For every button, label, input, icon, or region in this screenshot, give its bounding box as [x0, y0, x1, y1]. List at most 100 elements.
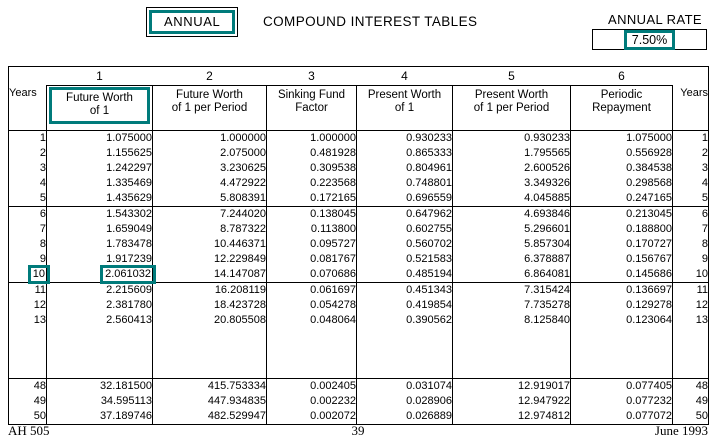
year-cell-left: 7	[39, 223, 46, 235]
highlighted-column-header-name: Future Worth of 1	[49, 87, 150, 124]
value-cell: 0.028906	[356, 394, 453, 409]
year-cell-left: 1	[39, 132, 46, 144]
value-cell: 0.481928	[266, 146, 357, 161]
value-cell: 2.075000	[152, 146, 267, 161]
highlighted-year: 10	[27, 265, 50, 284]
value-cell: 1.000000	[266, 130, 357, 146]
value-cell: 0.485194	[356, 267, 453, 283]
year-cell-left: 2	[39, 147, 46, 159]
value-cell: 0.170727	[570, 237, 673, 252]
table-row-year-5: 5 1.435629 5.808391 0.172165 0.696559 4.04588…	[9, 191, 709, 207]
value-cell: 2.381780	[46, 298, 153, 313]
value-cell: 14.147087	[152, 267, 267, 283]
value-cell: 12.229849	[152, 252, 267, 267]
value-cell: 0.556928	[570, 146, 673, 161]
value-cell: 7.735278	[452, 298, 571, 313]
year-cell-left: 5	[39, 192, 46, 204]
column-header-3: Sinking Fund Factor	[266, 85, 357, 131]
table-row-year-11: 11 2.215609 16.208119 0.061697 0.451343 7.315…	[8, 282, 709, 298]
annual-rate-label: ANNUAL RATE	[608, 12, 702, 27]
value-cell: 6.378887	[452, 252, 571, 267]
value-cell: 0.298568	[570, 176, 673, 191]
value-cell: 0.002072	[266, 409, 357, 425]
year-cell-right: 6	[672, 206, 709, 222]
value-cell: 20.805508	[152, 313, 267, 328]
year-cell-right: 4	[672, 176, 709, 191]
column-header-name: Present Worth of 1 per Period	[473, 89, 550, 114]
value-cell: 0.451343	[356, 282, 453, 298]
gap-cell	[672, 328, 709, 379]
year-cell-left: 13	[33, 314, 46, 326]
year-cell-right: 9	[672, 252, 709, 267]
value-cell: 1.000000	[152, 130, 267, 146]
value-cell: 1.543302	[46, 206, 153, 222]
table-row-year-8: 8 1.783478 10.446371 0.095727 0.560702 5.8573…	[9, 237, 709, 252]
year-cell-left: 48	[8, 378, 47, 394]
value-cell: 1.242297	[46, 161, 153, 176]
page-title: COMPOUND INTEREST TABLES	[263, 14, 478, 29]
value-cell: 0.138045	[266, 206, 357, 222]
gap-cell	[266, 328, 357, 379]
value-cell: 8.787322	[152, 222, 267, 237]
value-cell: 0.061697	[266, 282, 357, 298]
value-cell: 5.296601	[452, 222, 571, 237]
year-cell-left: 50	[33, 410, 46, 422]
value-cell: 12.919017	[452, 378, 571, 394]
value-cell: 7.315424	[452, 282, 571, 298]
value-cell: 12.947922	[452, 394, 571, 409]
value-cell: 10.446371	[152, 237, 267, 252]
value-cell: 5.857304	[452, 237, 571, 252]
year-cell-right: 10	[672, 267, 709, 283]
page-number: 39	[351, 423, 365, 438]
year-cell-right: 12	[672, 298, 709, 313]
year-cell-left: 8	[39, 238, 46, 250]
column-numbers-row: 1 2 3 4 5 6	[9, 67, 709, 86]
value-cell: 5.808391	[152, 191, 267, 207]
value-cell: 0.384538	[570, 161, 673, 176]
years-label-right: Years	[672, 85, 709, 131]
gap-cell	[452, 328, 571, 379]
value-cell: 34.595113	[46, 394, 153, 409]
annual-rate-value: 7.50%	[623, 29, 676, 50]
value-cell: 0.602755	[356, 222, 453, 237]
year-cell-right: 5	[672, 191, 709, 207]
value-cell: 0.223568	[266, 176, 357, 191]
table-row-year-49: 49 34.595113 447.934835 0.002232 0.028906 12.…	[9, 394, 709, 409]
year-cell-right: 13	[672, 313, 709, 328]
year-cell-right: 3	[672, 161, 709, 176]
value-cell: 1.155625	[46, 146, 153, 161]
column-header-name: Present Worth of 1	[367, 89, 442, 114]
value-cell: 12.974812	[452, 409, 571, 425]
column-header-name: Future Worth of 1 per Period	[171, 89, 248, 114]
value-cell: 3.349326	[452, 176, 571, 191]
value-cell: 1.783478	[46, 237, 153, 252]
table-row-year-3: 3 1.242297 3.230625 0.309538 0.804961 2.60052…	[9, 161, 709, 176]
value-cell: 4.693846	[452, 206, 571, 222]
year-cell-right: 7	[672, 222, 709, 237]
year-cell-right: 8	[672, 237, 709, 252]
value-cell: 0.696559	[356, 191, 453, 207]
value-cell: 37.189746	[46, 409, 153, 425]
year-cell-left: 11	[8, 282, 47, 298]
column-number-3: 3	[308, 68, 315, 83]
value-cell: 2.600526	[452, 161, 571, 176]
year-cell-right: 1	[672, 130, 709, 146]
numbers-row-spacer-left	[9, 67, 47, 86]
value-cell: 0.172165	[266, 191, 357, 207]
value-cell: 7.244020	[152, 206, 267, 222]
column-number-6: 6	[618, 68, 625, 83]
year-cell-left: 12	[33, 299, 46, 311]
value-cell: 0.054278	[266, 298, 357, 313]
value-cell: 3.230625	[152, 161, 267, 176]
value-cell: 0.077405	[570, 378, 673, 394]
value-cell: 1.075000	[46, 130, 153, 146]
value-cell: 0.031074	[356, 378, 453, 394]
table-row-year-7: 7 1.659049 8.787322 0.113800 0.602755 5.29660…	[9, 222, 709, 237]
value-cell: 2.560413	[46, 313, 153, 328]
value-cell: 1.075000	[570, 130, 673, 146]
table-row-year-4: 4 1.335469 4.472922 0.223568 0.748801 3.34932…	[9, 176, 709, 191]
value-cell: 0.188800	[570, 222, 673, 237]
value-cell: 32.181500	[46, 378, 153, 394]
value-cell: 0.748801	[356, 176, 453, 191]
year-cell-left: 10	[9, 265, 50, 284]
